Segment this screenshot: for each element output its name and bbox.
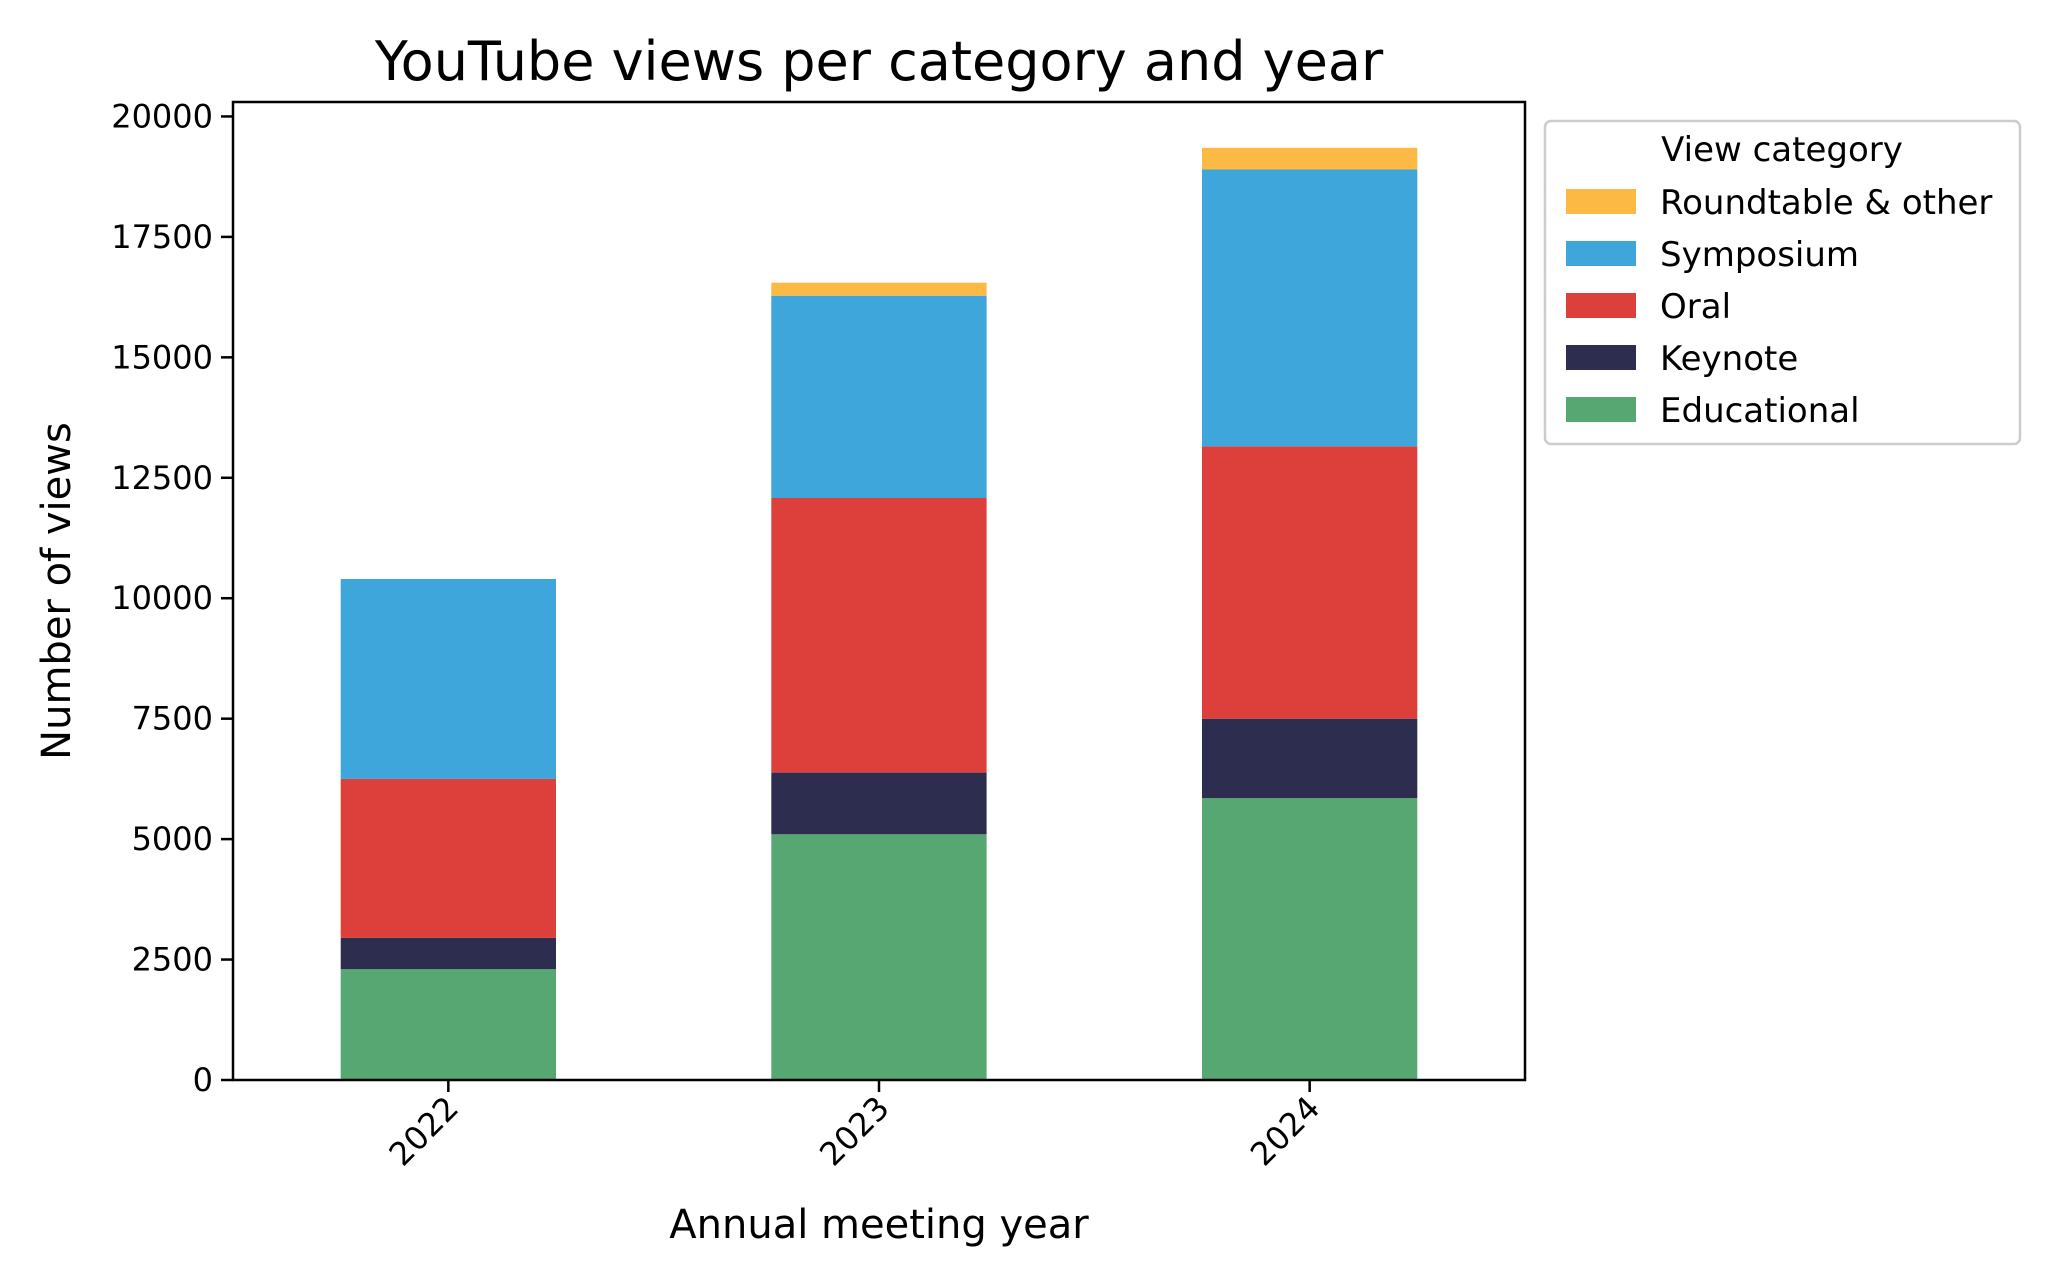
legend-swatch-roundtable-other (1566, 189, 1636, 214)
bar-symposium-2024 (1202, 169, 1418, 447)
x-tick-label: 2024 (1243, 1089, 1327, 1173)
bar-educational-2023 (771, 834, 987, 1080)
x-axis: 2022 2023 2024 (382, 1080, 1327, 1173)
y-tick-label: 0 (193, 1061, 213, 1099)
y-tick-label: 7500 (132, 700, 213, 738)
bar-educational-2022 (340, 969, 556, 1080)
legend: View category Roundtable & other Symposiu… (1543, 119, 2022, 446)
x-tick-label: 2023 (812, 1089, 896, 1173)
y-tick-label: 10000 (111, 579, 213, 617)
legend-label-oral: Oral (1660, 287, 1731, 327)
legend-label-educational: Educational (1660, 391, 1860, 431)
legend-title: View category (1661, 130, 1903, 170)
legend-swatch-oral (1566, 293, 1636, 318)
y-axis-label: Number of views (34, 422, 80, 760)
x-tick-label: 2022 (382, 1089, 466, 1173)
legend-items: Roundtable & other Symposium Oral Keynote Ed… (1566, 183, 1992, 431)
y-tick-label: 20000 (111, 97, 213, 135)
y-tick-label: 15000 (111, 338, 213, 376)
y-axis: 0 2500 5000 7500 10000 12500 15000 17500 20000 (111, 97, 233, 1099)
bar-keynote-2024 (1202, 718, 1418, 799)
legend-label-keynote: Keynote (1660, 339, 1798, 379)
bar-roundtable-other-2023 (771, 282, 987, 296)
bar-oral-2024 (1202, 446, 1418, 719)
bar-keynote-2023 (771, 772, 987, 835)
chart-title: YouTube views per category and year (374, 30, 1384, 93)
legend-swatch-symposium (1566, 241, 1636, 266)
bars-group (340, 147, 1418, 1080)
legend-label-roundtable-other: Roundtable & other (1660, 183, 1992, 223)
legend-swatch-keynote (1566, 345, 1636, 370)
legend-label-symposium: Symposium (1660, 235, 1859, 275)
x-axis-label: Annual meeting year (669, 1202, 1089, 1248)
y-tick-label: 12500 (111, 459, 213, 497)
y-tick-label: 17500 (111, 218, 213, 256)
legend-swatch-educational (1566, 397, 1636, 422)
bar-keynote-2022 (340, 937, 556, 970)
legend-frame (1543, 119, 2022, 446)
bar-educational-2024 (1202, 798, 1418, 1080)
bar-oral-2023 (771, 498, 987, 773)
bar-symposium-2022 (340, 579, 556, 779)
y-tick-label: 2500 (132, 941, 213, 979)
y-tick-label: 5000 (132, 820, 213, 858)
bar-roundtable-other-2024 (1202, 147, 1418, 170)
bar-oral-2022 (340, 778, 556, 938)
bar-symposium-2023 (771, 295, 987, 498)
